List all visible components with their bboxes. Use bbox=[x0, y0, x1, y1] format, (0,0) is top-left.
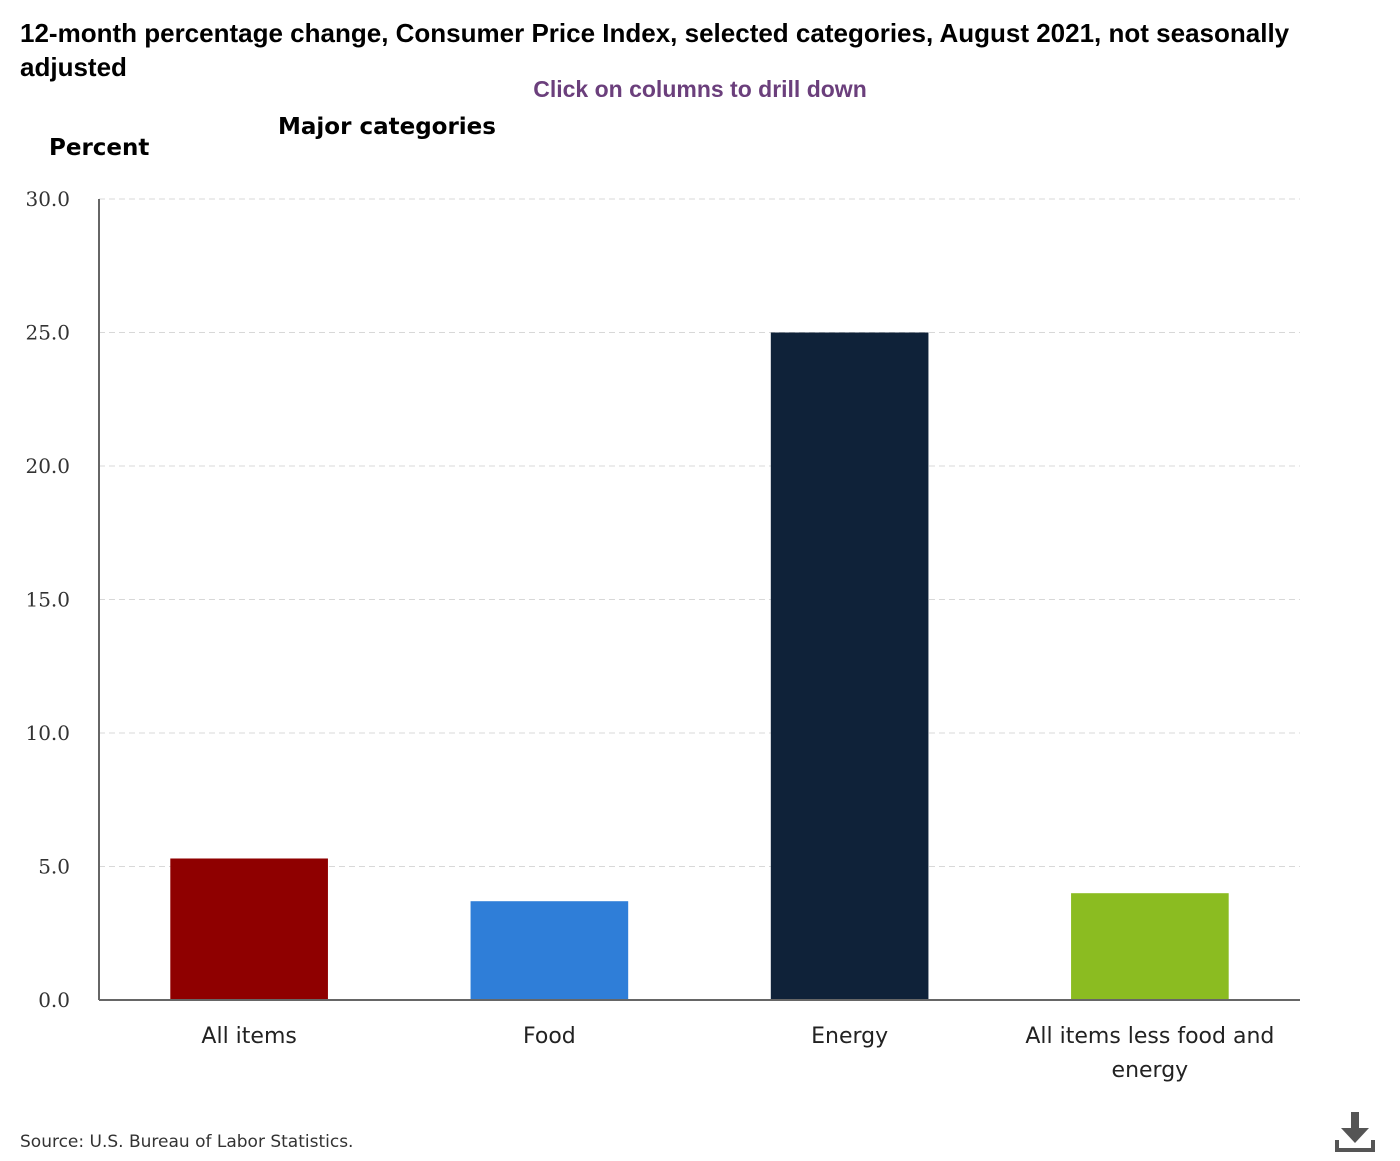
y-tick-label: 5.0 bbox=[38, 855, 70, 879]
x-tick-label: All items less food and energy bbox=[1025, 1024, 1274, 1083]
x-tick-label: All items bbox=[201, 1024, 296, 1049]
x-tick-label: Food bbox=[523, 1024, 576, 1049]
bar-food[interactable] bbox=[470, 901, 629, 1000]
y-tick-label: 20.0 bbox=[25, 454, 70, 478]
drill-down-hint: Click on columns to drill down bbox=[533, 76, 867, 102]
bar-all-items[interactable] bbox=[170, 858, 328, 1000]
chart-title: 12-month percentage change, Consumer Pri… bbox=[20, 18, 1290, 82]
y-axis-title: Percent bbox=[49, 135, 150, 161]
y-tick-label: 15.0 bbox=[25, 588, 70, 612]
download-button[interactable] bbox=[1330, 1108, 1380, 1156]
y-axis-ticks: 0.0 5.0 10.0 15.0 20.0 25.0 30.0 bbox=[25, 187, 70, 1012]
y-tick-label: 25.0 bbox=[25, 321, 70, 345]
download-icon bbox=[1335, 1112, 1375, 1152]
y-tick-label: 10.0 bbox=[25, 721, 70, 745]
source-note: Source: U.S. Bureau of Labor Statistics. bbox=[20, 1132, 354, 1152]
grid-lines bbox=[99, 198, 1300, 867]
bar-energy[interactable] bbox=[770, 332, 929, 1001]
chart-heading: Major categories bbox=[278, 114, 496, 140]
x-axis-ticks: All items Food Energy All items less food a… bbox=[201, 1024, 1274, 1083]
y-tick-label: 30.0 bbox=[25, 187, 70, 211]
y-tick-label: 0.0 bbox=[38, 988, 70, 1012]
bars[interactable] bbox=[170, 332, 1229, 1001]
x-tick-label: Energy bbox=[811, 1024, 888, 1049]
bar-all-items-less-food-and-energy[interactable] bbox=[1071, 893, 1229, 1000]
